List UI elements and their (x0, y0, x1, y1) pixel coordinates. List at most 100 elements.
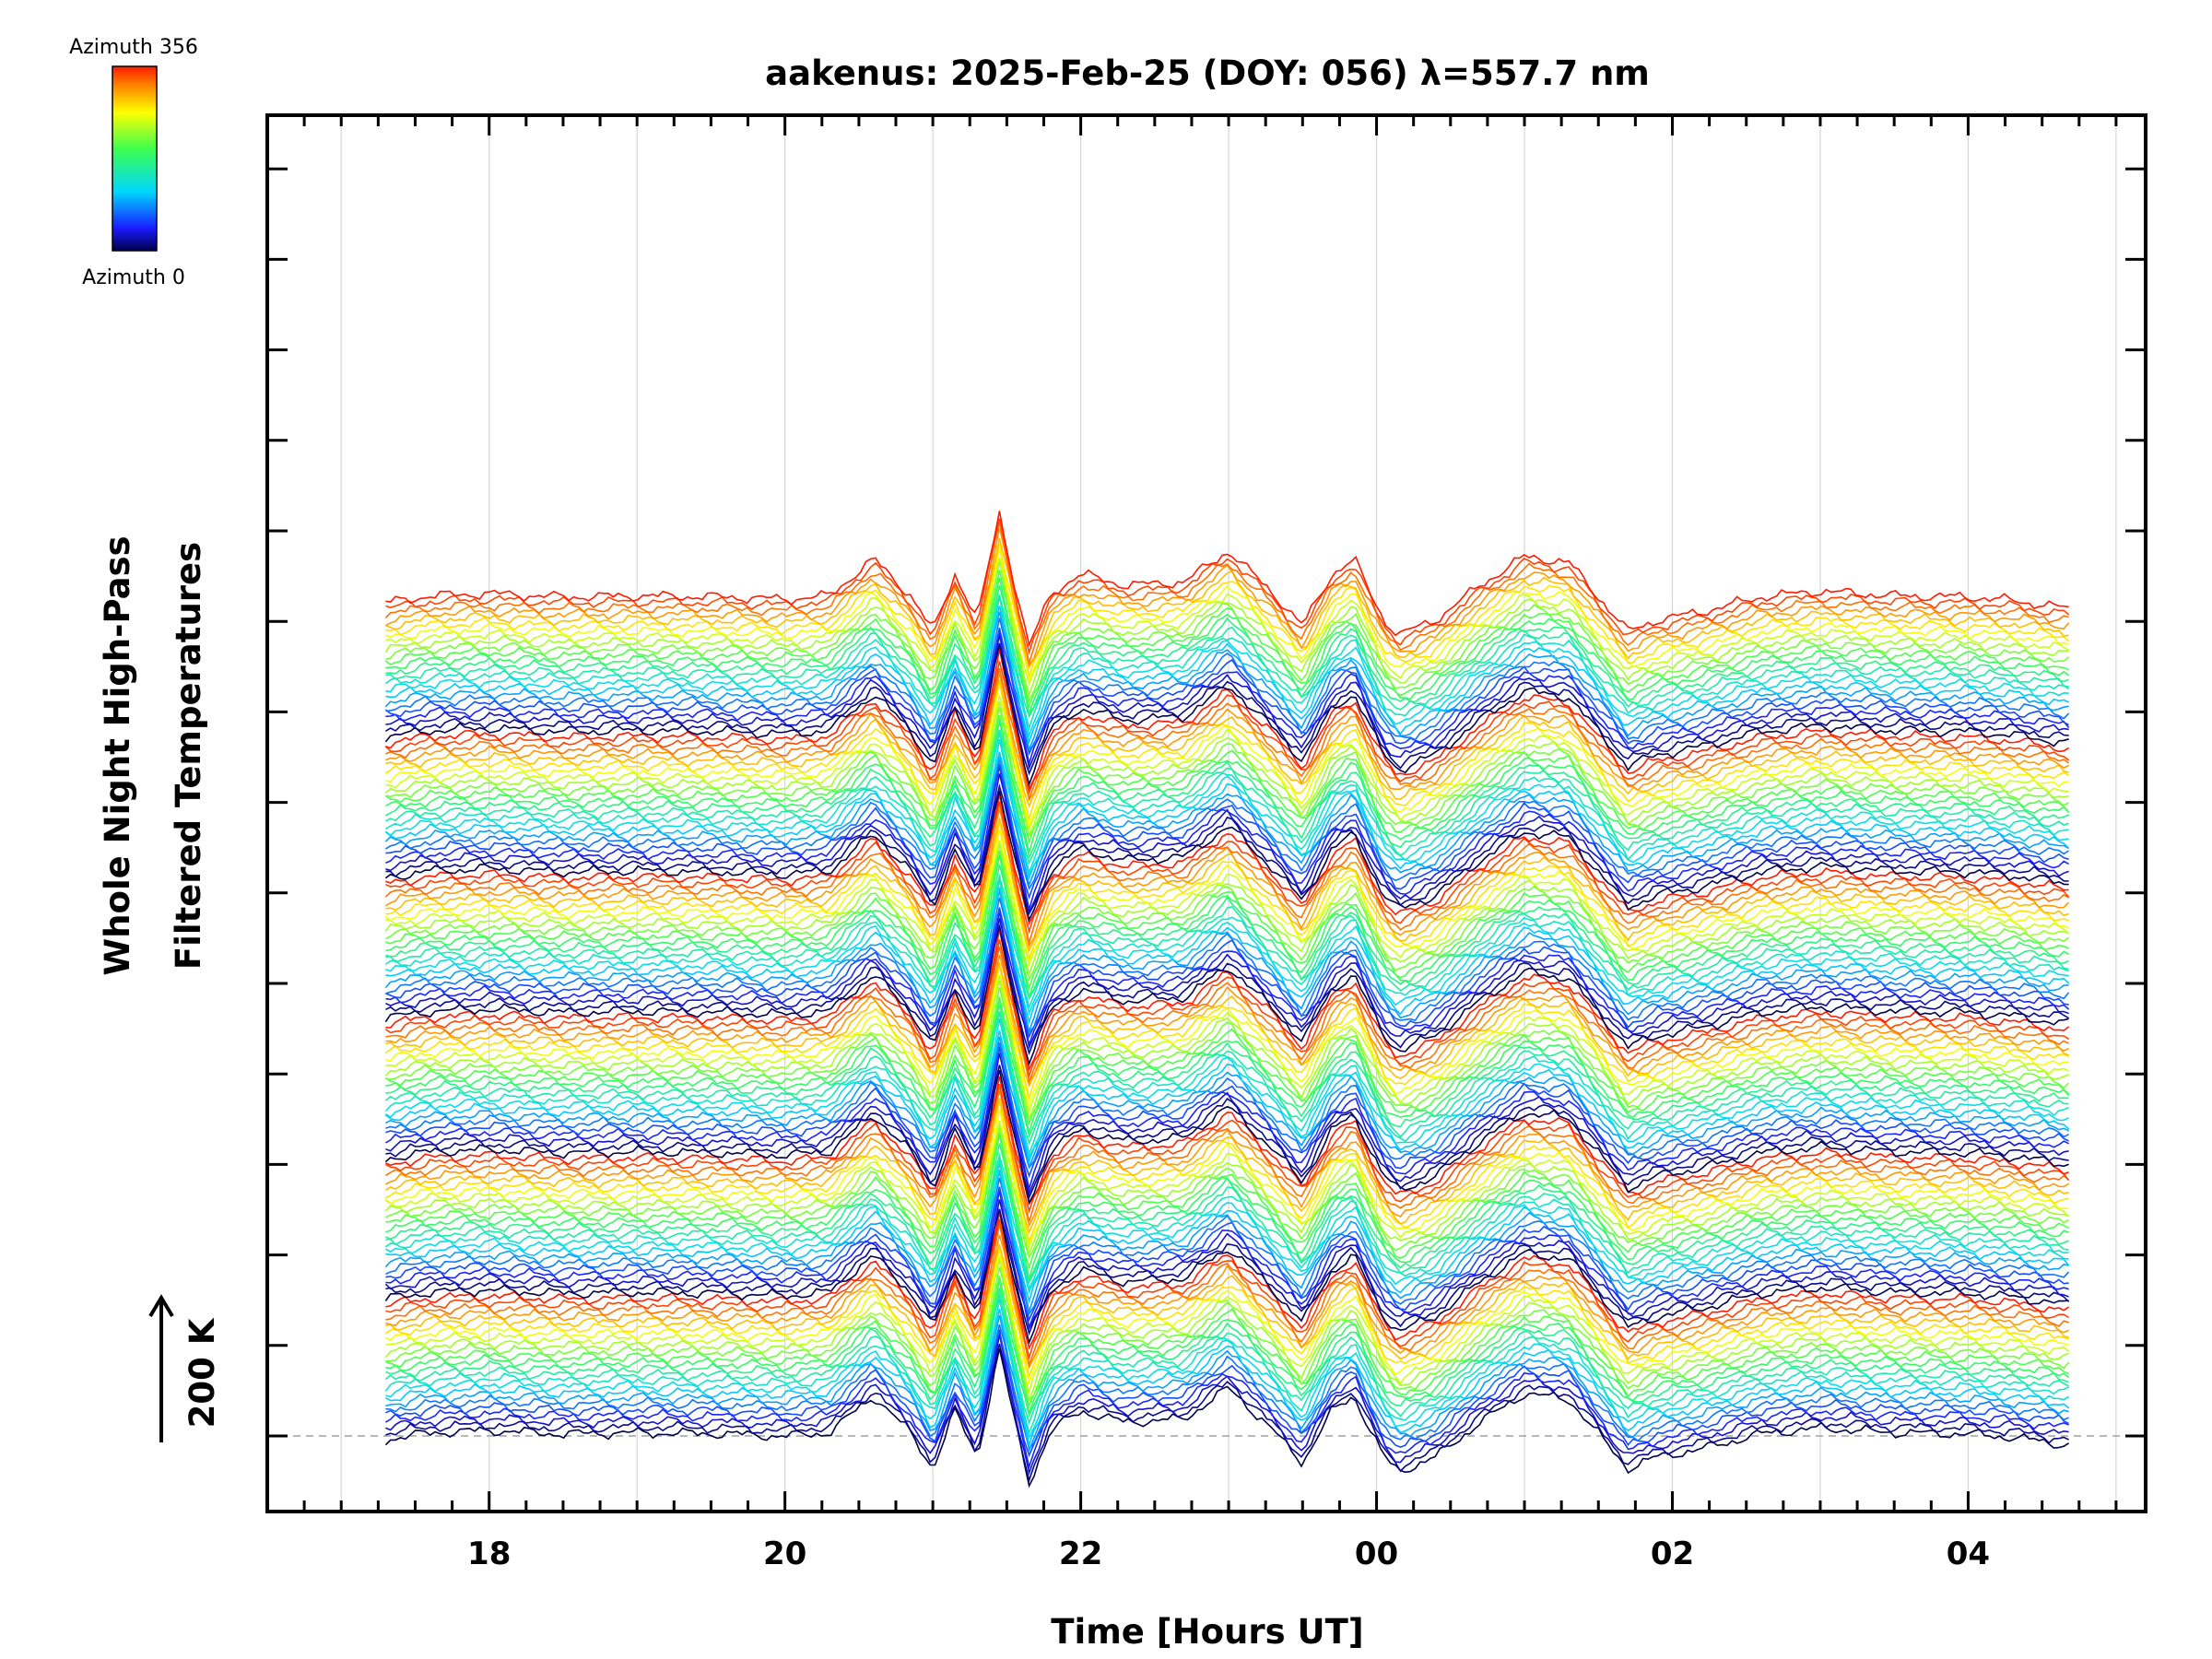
temperature-trace (385, 1134, 2069, 1279)
temperature-trace (385, 1170, 2070, 1304)
temperature-trace (385, 763, 2069, 900)
temperature-trace (385, 683, 2069, 829)
temperature-trace (385, 1208, 2070, 1336)
temperature-trace (385, 511, 2069, 648)
temperature-trace (385, 854, 2069, 998)
temperature-trace (384, 939, 2070, 1078)
temperature-trace (385, 560, 2070, 703)
x-tick-label: 04 (1947, 1535, 1990, 1572)
temperature-trace (384, 1124, 2069, 1256)
x-tick-label: 00 (1355, 1535, 1398, 1572)
temperature-trace (385, 929, 2070, 1072)
temperature-trace (385, 543, 2070, 679)
x-tick-label: 18 (467, 1535, 511, 1572)
temperature-trace (385, 595, 2069, 738)
temperature-trace (385, 729, 2069, 865)
temperature-trace (384, 808, 2070, 948)
temperature-trace (384, 570, 2069, 710)
temperature-trace (385, 721, 2069, 860)
temperature-trace (385, 1190, 2069, 1330)
temperature-trace (384, 594, 2070, 731)
temperature-trace (385, 987, 2070, 1120)
temperature-trace (385, 585, 2069, 716)
temperature-trace (385, 1255, 2070, 1394)
temperature-trace (384, 701, 2069, 837)
temperature-trace (385, 1162, 2069, 1294)
temperature-trace (385, 717, 2070, 853)
temperature-trace (385, 1083, 2070, 1214)
temperature-trace (385, 794, 2069, 926)
colorbar-top-label: Azimuth 356 (69, 36, 198, 59)
grid-lines (340, 115, 2117, 1512)
temperature-trace (385, 1279, 2070, 1417)
temperature-trace (385, 594, 2069, 719)
temperature-trace (384, 1109, 2069, 1245)
temperature-trace (385, 842, 2070, 982)
temperature-trace (384, 980, 2069, 1121)
temperature-trace (385, 821, 2069, 961)
axis-ticks (265, 115, 2146, 1512)
temperature-trace (384, 751, 2070, 880)
temperature-trace (385, 695, 2069, 831)
temperature-trace (385, 974, 2069, 1114)
temperature-trace (385, 783, 2069, 916)
temperature-trace (384, 1244, 2069, 1379)
x-tick-label: 20 (763, 1535, 806, 1572)
temperature-trace (384, 1085, 2070, 1222)
temperature-trace (385, 818, 2069, 953)
y-axis-label-line2: Filtered Temperatures (169, 542, 208, 970)
temperature-trace (384, 1012, 2069, 1156)
temperature-trace (385, 962, 2069, 1088)
azimuth-colorbar (112, 65, 158, 252)
plot-frame (265, 113, 2147, 1513)
chart-title: aakenus: 2025-Feb-25 (DOY: 056) λ=557.7 … (765, 53, 1650, 93)
temperature-trace (384, 644, 2069, 787)
temperature-trace (384, 642, 2069, 776)
temperature-trace (385, 635, 2069, 771)
x-tick-label: 02 (1651, 1535, 1694, 1572)
temperature-traces (384, 511, 2070, 1488)
temperature-trace (385, 1100, 2069, 1244)
temperature-trace (384, 1329, 2069, 1470)
temperature-trace (384, 803, 2070, 946)
temperature-trace (385, 707, 2069, 838)
temperature-trace (384, 1158, 2069, 1290)
temperature-trace (385, 1046, 2069, 1192)
temperature-trace (384, 1291, 2069, 1425)
y-axis-label-line1: Whole Night High-Pass (98, 535, 137, 975)
temperature-trace (385, 618, 2070, 752)
temperature-trace (384, 830, 2069, 963)
temperature-trace (385, 1314, 2069, 1453)
temperature-trace (385, 1218, 2070, 1360)
temperature-trace (385, 801, 2070, 935)
temperature-trace (385, 1344, 2069, 1483)
temperature-trace (384, 1069, 2069, 1206)
temperature-trace (384, 1208, 2069, 1346)
temperature-trace (385, 1212, 2070, 1350)
temperature-trace (385, 918, 2069, 1050)
temperature-trace (384, 661, 2070, 795)
temperature-trace (385, 557, 2069, 687)
temperature-trace (384, 841, 2069, 976)
x-tick-labels: 18 20 22 00 02 04 (467, 1535, 1990, 1572)
temperature-trace (385, 679, 2069, 808)
temperature-trace (385, 577, 2070, 717)
temperature-trace (385, 865, 2069, 999)
temperature-trace (384, 925, 2069, 1066)
temperature-trace (385, 606, 2069, 745)
temperature-trace (385, 518, 2070, 655)
temperature-trace (385, 1152, 2069, 1285)
temperature-trace (385, 538, 2069, 670)
temperature-trace (385, 1186, 2069, 1322)
temperature-trace (385, 840, 2070, 967)
temperature-trace (384, 1348, 2070, 1488)
temperature-trace (385, 946, 2069, 1086)
temperature-trace (385, 1127, 2070, 1259)
temperature-trace (385, 887, 2070, 1025)
temperature-trace (385, 912, 2070, 1048)
temperature-trace (385, 548, 2069, 682)
temperature-trace (385, 873, 2069, 1001)
temperature-trace (385, 1090, 2069, 1228)
temperature-trace (384, 628, 2069, 756)
